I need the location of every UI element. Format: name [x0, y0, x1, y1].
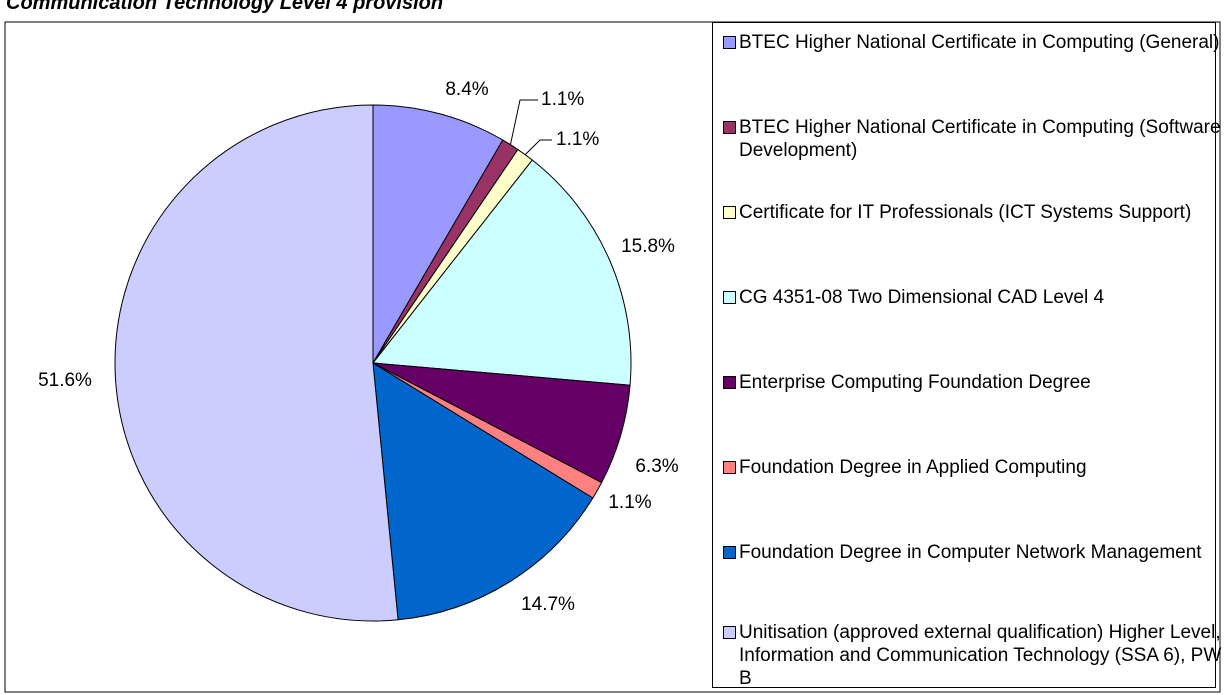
legend-label: CG 4351-08 Two Dimensional CAD Level 4 [739, 287, 1105, 308]
data-label: 15.8% [621, 236, 675, 257]
legend-item: Unitisation (approved external qualifica… [723, 621, 1224, 690]
data-label: 8.4% [445, 79, 488, 100]
pie-slice [372, 104, 504, 365]
pie-slice [372, 362, 594, 621]
legend-label: BTEC Higher National Certificate in Comp… [739, 32, 1220, 53]
legend-swatch [723, 376, 736, 389]
legend-item: Enterprise Computing Foundation Degree [723, 371, 1224, 394]
pie-slice [114, 104, 399, 622]
data-label: 1.1% [541, 89, 584, 110]
data-label: 51.6% [38, 370, 92, 391]
legend-swatch [723, 36, 736, 49]
leader-line [524, 139, 552, 156]
data-label: 14.7% [521, 594, 575, 615]
legend: BTEC Higher National Certificate in Comp… [712, 22, 1221, 689]
legend-label: BTEC Higher National Certificate in Comp… [739, 117, 1221, 161]
legend-swatch [723, 206, 736, 219]
chart-title: Communication Technology Level 4 provisi… [6, 0, 444, 14]
data-label: 6.3% [635, 456, 678, 477]
legend-swatch [723, 121, 736, 134]
legend-swatch [723, 626, 736, 639]
pie-slice [372, 159, 632, 386]
legend-label: Certificate for IT Professionals (ICT Sy… [739, 202, 1192, 223]
legend-swatch [723, 291, 736, 304]
legend-swatch [723, 546, 736, 559]
legend-item: BTEC Higher National Certificate in Comp… [723, 31, 1224, 54]
legend-item: Foundation Degree in Applied Computing [723, 456, 1224, 479]
legend-item: Foundation Degree in Computer Network Ma… [723, 541, 1224, 564]
data-label: 1.1% [608, 492, 651, 513]
legend-label: Foundation Degree in Computer Network Ma… [739, 542, 1202, 563]
legend-label: Enterprise Computing Foundation Degree [739, 372, 1091, 393]
legend-label: Foundation Degree in Applied Computing [739, 457, 1087, 478]
leader-line [509, 99, 538, 145]
data-label: 1.1% [556, 129, 599, 150]
legend-swatch [723, 461, 736, 474]
legend-item: CG 4351-08 Two Dimensional CAD Level 4 [723, 286, 1224, 309]
legend-label: Unitisation (approved external qualifica… [739, 622, 1222, 689]
legend-item: Certificate for IT Professionals (ICT Sy… [723, 201, 1224, 224]
legend-item: BTEC Higher National Certificate in Comp… [723, 116, 1224, 162]
